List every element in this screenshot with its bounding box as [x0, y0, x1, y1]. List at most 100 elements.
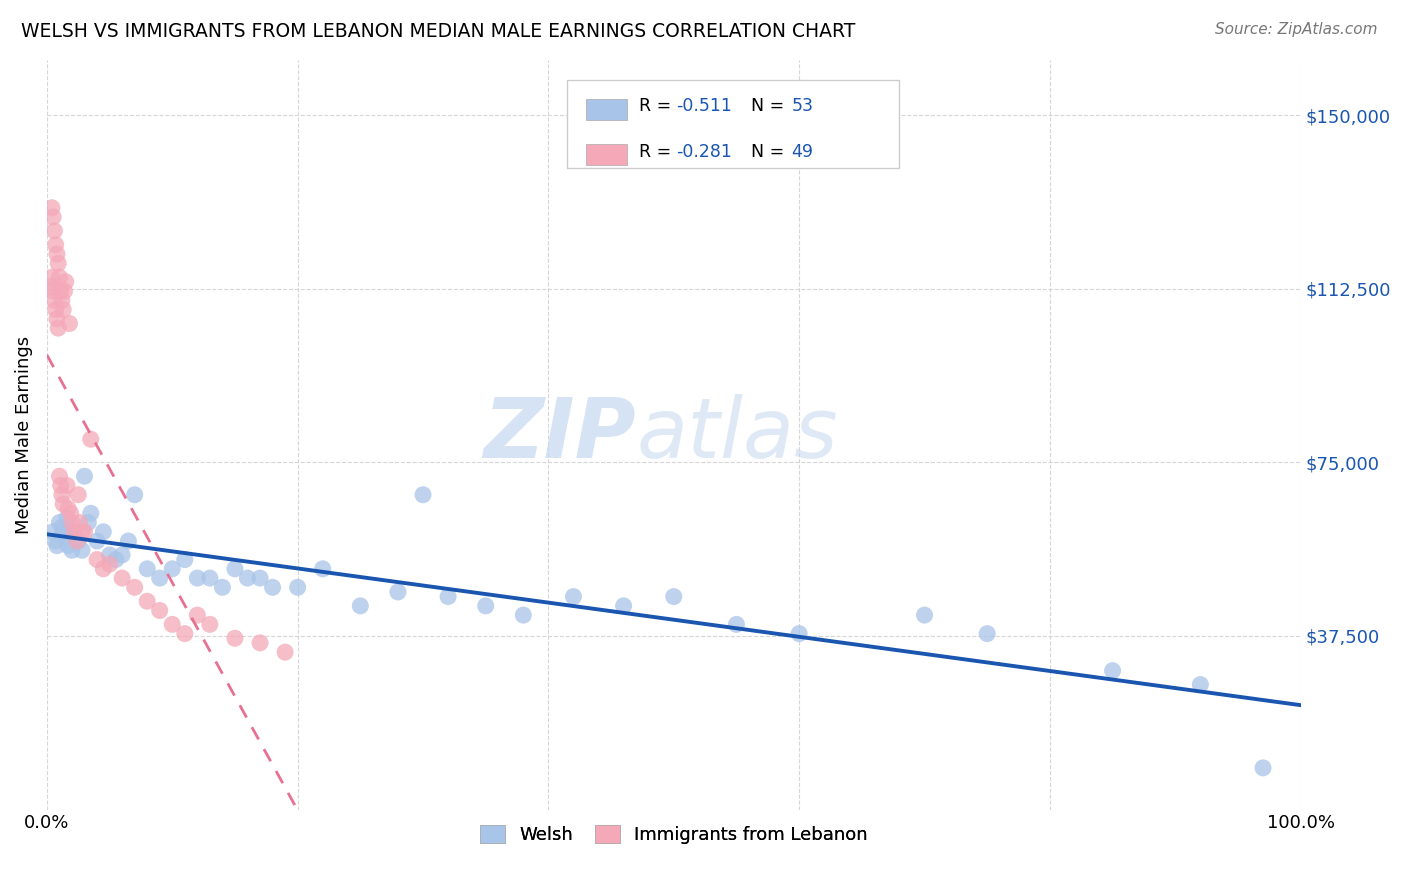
Text: N =: N = — [751, 97, 790, 115]
Point — [662, 590, 685, 604]
Point — [412, 488, 434, 502]
FancyBboxPatch shape — [586, 99, 627, 120]
Point — [48, 270, 70, 285]
Point — [117, 534, 139, 549]
Text: 53: 53 — [792, 97, 814, 115]
Point — [46, 321, 69, 335]
Point — [437, 590, 460, 604]
Point — [42, 524, 65, 539]
Point — [236, 571, 259, 585]
Text: R =: R = — [638, 97, 676, 115]
Point — [52, 524, 75, 539]
Point — [60, 516, 83, 530]
Text: N =: N = — [751, 143, 790, 161]
Point — [58, 524, 80, 539]
Point — [1251, 761, 1274, 775]
Point — [387, 585, 409, 599]
Point — [312, 562, 335, 576]
Point — [124, 488, 146, 502]
Point — [63, 524, 86, 539]
Text: WELSH VS IMMIGRANTS FROM LEBANON MEDIAN MALE EARNINGS CORRELATION CHART: WELSH VS IMMIGRANTS FROM LEBANON MEDIAN … — [21, 22, 855, 41]
Text: atlas: atlas — [636, 394, 838, 475]
FancyBboxPatch shape — [567, 80, 900, 169]
Text: -0.511: -0.511 — [676, 97, 733, 115]
Point — [86, 534, 108, 549]
Point — [111, 548, 134, 562]
Point — [562, 590, 585, 604]
Point — [51, 488, 73, 502]
Point — [287, 580, 309, 594]
Point — [39, 279, 62, 293]
Point — [613, 599, 636, 613]
Point — [124, 580, 146, 594]
Text: -0.281: -0.281 — [676, 143, 733, 161]
Point — [70, 524, 93, 539]
Point — [55, 529, 77, 543]
Point — [136, 562, 159, 576]
Point — [162, 617, 184, 632]
Point — [249, 571, 271, 585]
Point — [1189, 677, 1212, 691]
Point — [52, 497, 75, 511]
FancyBboxPatch shape — [586, 145, 627, 165]
Point — [42, 210, 65, 224]
Point — [474, 599, 496, 613]
Point — [274, 645, 297, 659]
Legend: Welsh, Immigrants from Lebanon: Welsh, Immigrants from Lebanon — [471, 816, 877, 853]
Point — [77, 516, 100, 530]
Point — [45, 539, 67, 553]
Point — [173, 626, 195, 640]
Point — [48, 516, 70, 530]
Point — [49, 478, 72, 492]
Point — [198, 617, 221, 632]
Point — [51, 520, 73, 534]
Point — [59, 506, 82, 520]
Point — [67, 534, 90, 549]
Point — [86, 552, 108, 566]
Point — [262, 580, 284, 594]
Point — [69, 516, 91, 530]
Point — [104, 552, 127, 566]
Point — [46, 256, 69, 270]
Point — [725, 617, 748, 632]
Point — [67, 488, 90, 502]
Point — [149, 603, 172, 617]
Point — [73, 469, 96, 483]
Point — [91, 562, 114, 576]
Point — [51, 293, 73, 308]
Point — [198, 571, 221, 585]
Point — [512, 608, 534, 623]
Point — [45, 237, 67, 252]
Point — [70, 543, 93, 558]
Point — [73, 524, 96, 539]
Point — [111, 571, 134, 585]
Point — [149, 571, 172, 585]
Point — [58, 539, 80, 553]
Point — [44, 224, 66, 238]
Point — [56, 511, 79, 525]
Point — [914, 608, 936, 623]
Point — [66, 534, 89, 549]
Point — [56, 478, 79, 492]
Point — [787, 626, 810, 640]
Point — [80, 432, 103, 446]
Point — [162, 562, 184, 576]
Point — [976, 626, 998, 640]
Text: ZIP: ZIP — [484, 394, 636, 475]
Point — [63, 524, 86, 539]
Point — [136, 594, 159, 608]
Point — [58, 317, 80, 331]
Point — [55, 275, 77, 289]
Point — [58, 501, 80, 516]
Text: 49: 49 — [792, 143, 814, 161]
Point — [60, 543, 83, 558]
Point — [45, 302, 67, 317]
Point — [53, 284, 76, 298]
Point — [249, 636, 271, 650]
Point — [42, 284, 65, 298]
Point — [211, 580, 233, 594]
Point — [45, 311, 67, 326]
Y-axis label: Median Male Earnings: Median Male Earnings — [15, 335, 32, 533]
Text: R =: R = — [638, 143, 676, 161]
Point — [224, 562, 246, 576]
